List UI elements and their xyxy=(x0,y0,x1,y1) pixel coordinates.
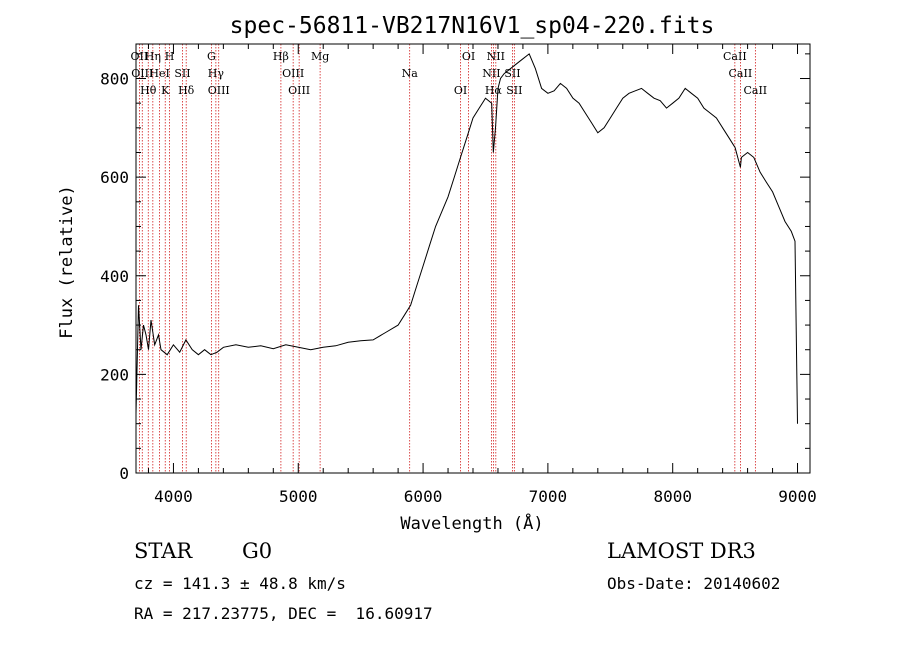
plot-frame xyxy=(135,43,811,474)
line-marker-label: SII xyxy=(174,67,190,80)
line-marker-label: OIII xyxy=(131,67,153,80)
line-marker-label: Na xyxy=(402,67,419,80)
line-marker-label: NII xyxy=(482,67,500,80)
survey-name: LAMOST DR3 xyxy=(607,539,756,563)
x-tick-label: 5000 xyxy=(279,487,318,506)
coordinates: RA = 217.23775, DEC = 16.60917 xyxy=(134,604,433,623)
line-marker-label: NII xyxy=(487,50,505,63)
line-marker-label: Hη xyxy=(145,50,161,63)
axis-tick-labels: 4000 5000 6000 7000 8000 9000 0 200 400 600 800 xyxy=(100,70,817,506)
object-class: STAR xyxy=(134,539,193,563)
chart-title: spec-56811-VB217N16V1_sp04-220.fits xyxy=(230,13,715,39)
line-marker-label: Hθ xyxy=(140,84,157,97)
line-marker-label: CaII xyxy=(729,67,753,80)
x-tick-label: 6000 xyxy=(404,487,443,506)
line-marker-label: K xyxy=(161,84,170,97)
line-marker-label: Hβ xyxy=(273,50,289,63)
axis-ticks xyxy=(136,44,810,474)
line-marker-label: HeI xyxy=(149,67,169,80)
y-tick-label: 800 xyxy=(100,70,129,89)
flux-series-line xyxy=(135,53,798,424)
x-tick-label: 8000 xyxy=(653,487,692,506)
line-marker-label: OI xyxy=(454,84,467,97)
redshift-cz: cz = 141.3 ± 48.8 km/s xyxy=(134,574,346,593)
line-marker-label: SII xyxy=(504,67,520,80)
line-marker-label: Hγ xyxy=(208,67,225,80)
x-axis-label: Wavelength (Å) xyxy=(400,512,543,534)
line-marker-label: Hα xyxy=(485,84,503,97)
y-tick-label: 200 xyxy=(100,365,129,384)
line-marker-label: CaII xyxy=(723,50,747,63)
line-marker-label: OI xyxy=(462,50,475,63)
line-marker-label: SII xyxy=(506,84,522,97)
x-tick-label: 4000 xyxy=(154,487,193,506)
y-tick-label: 600 xyxy=(100,168,129,187)
line-marker-label: OII xyxy=(131,50,149,63)
line-markers xyxy=(139,44,756,473)
line-marker-label: OIII xyxy=(288,84,310,97)
line-marker-label: Mg xyxy=(311,50,329,63)
line-marker-label: OIII xyxy=(208,84,230,97)
line-marker-labels: OII OIII Hθ Hη HeI K H SII Hδ G Hγ OIII Hβ OIII OIII Mg… xyxy=(131,50,768,97)
x-tick-label: 7000 xyxy=(529,487,568,506)
line-marker-label: CaII xyxy=(743,84,767,97)
line-marker-label: OIII xyxy=(282,67,304,80)
y-axis-label: Flux (relative) xyxy=(57,185,77,339)
y-tick-label: 400 xyxy=(100,267,129,286)
line-marker-label: G xyxy=(207,50,216,63)
line-marker-label: H xyxy=(165,50,175,63)
y-tick-label: 0 xyxy=(119,464,129,483)
observation-date: Obs-Date: 20140602 xyxy=(607,574,781,593)
line-marker-label: Hδ xyxy=(178,84,195,97)
object-subclass: G0 xyxy=(242,539,273,563)
x-tick-label: 9000 xyxy=(778,487,817,506)
